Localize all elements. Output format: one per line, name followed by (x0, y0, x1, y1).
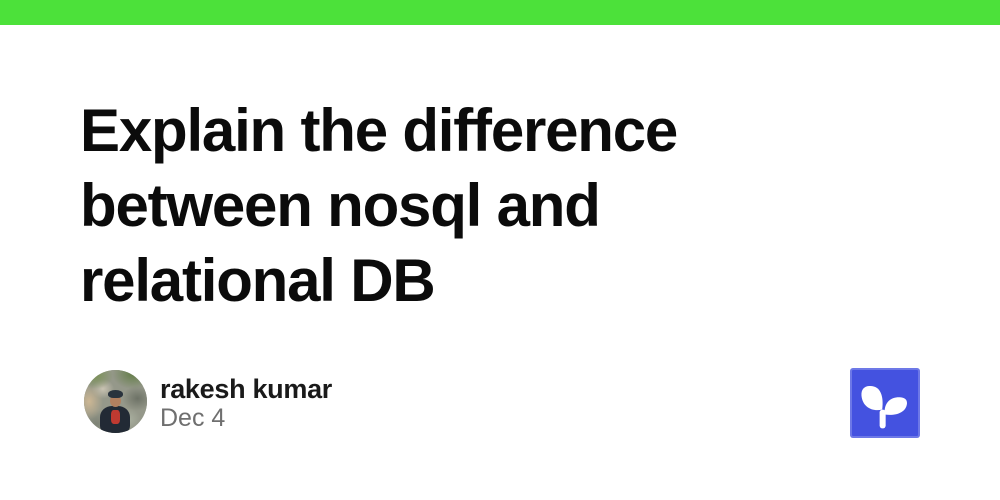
avatar-person-face (110, 395, 121, 407)
author-row: rakesh kumar Dec 4 (84, 370, 332, 433)
sprout-icon (861, 385, 907, 429)
avatar[interactable] (84, 370, 147, 433)
post-title: Explain the difference between nosql and… (80, 97, 678, 314)
avatar-person-shirt (111, 410, 120, 424)
avatar-person-cap (108, 390, 123, 398)
post-date: Dec 4 (160, 404, 226, 432)
accent-bar (0, 0, 1000, 25)
author-name[interactable]: rakesh kumar (160, 374, 333, 404)
brand-logo[interactable] (850, 368, 920, 438)
author-meta: rakesh kumar Dec 4 (160, 370, 332, 432)
